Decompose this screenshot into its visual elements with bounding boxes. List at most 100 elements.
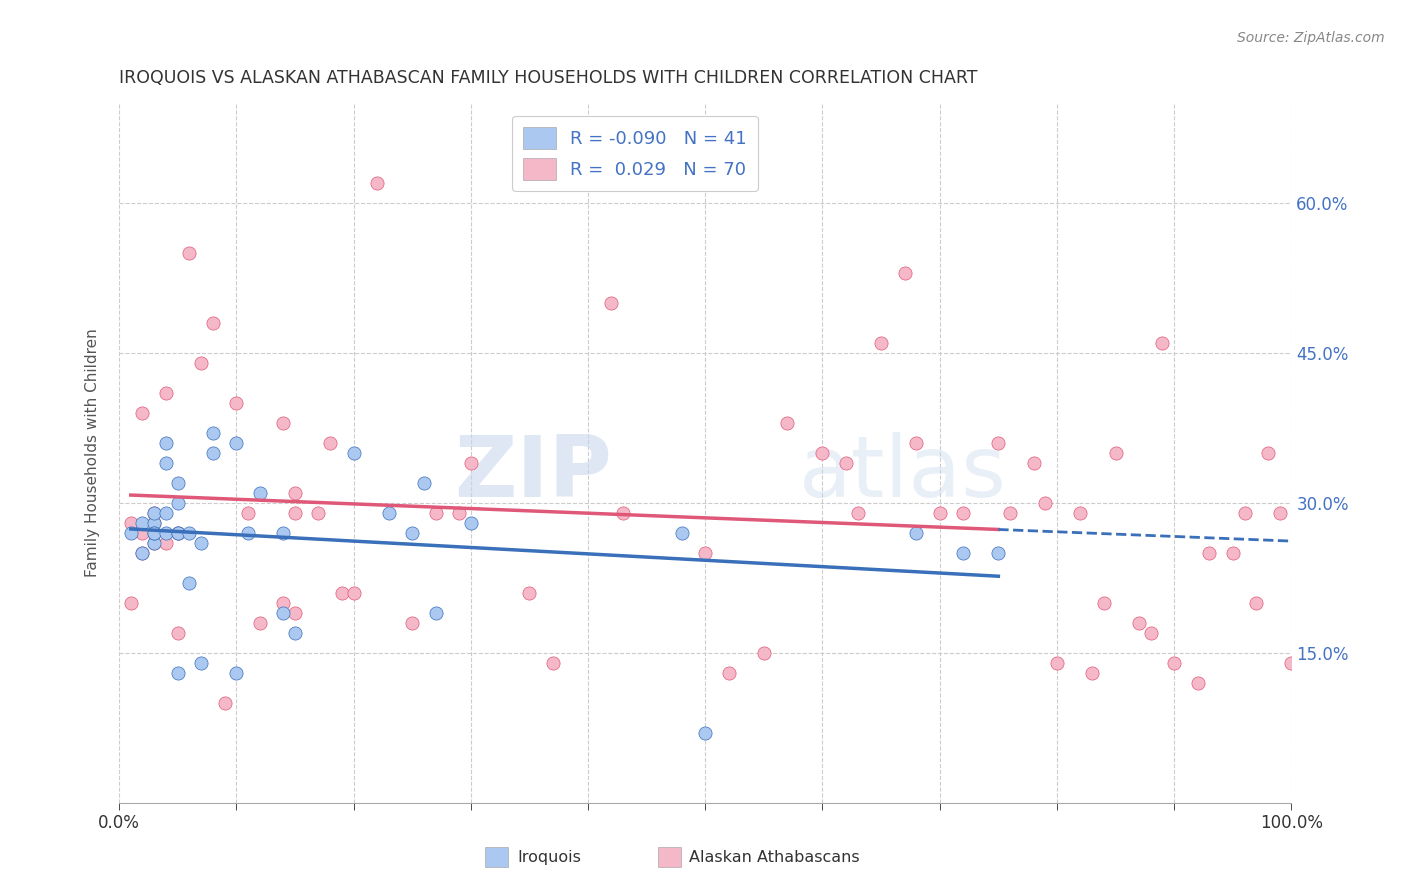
Point: [131, 516, 153, 530]
Point: [166, 496, 188, 510]
Point: [271, 525, 294, 540]
Text: ZIP: ZIP: [454, 433, 612, 516]
Point: [752, 646, 775, 660]
Point: [271, 596, 294, 610]
Point: [166, 525, 188, 540]
Point: [846, 506, 869, 520]
Point: [1222, 546, 1244, 560]
Point: [695, 546, 717, 560]
Point: [342, 586, 364, 600]
Point: [342, 446, 364, 460]
Point: [143, 536, 166, 550]
Point: [201, 425, 224, 440]
Text: atlas: atlas: [799, 433, 1007, 516]
Point: [600, 296, 623, 310]
Point: [249, 615, 271, 630]
Point: [131, 546, 153, 560]
Point: [143, 536, 166, 550]
Point: [893, 266, 915, 280]
Point: [131, 546, 153, 560]
Point: [236, 525, 259, 540]
Point: [271, 606, 294, 620]
Point: [987, 546, 1010, 560]
Point: [284, 625, 307, 640]
Point: [143, 516, 166, 530]
Point: [155, 386, 177, 401]
Point: [155, 536, 177, 550]
Point: [1033, 496, 1056, 510]
Point: [870, 336, 893, 351]
Point: [1163, 656, 1185, 670]
Point: [166, 475, 188, 490]
Point: [214, 696, 236, 710]
Point: [166, 625, 188, 640]
Point: [143, 506, 166, 520]
Point: [284, 486, 307, 500]
Point: [366, 176, 388, 190]
Point: [179, 575, 201, 590]
Point: [1233, 506, 1256, 520]
Point: [330, 586, 353, 600]
Point: [425, 606, 447, 620]
Point: [1104, 446, 1126, 460]
Point: [998, 506, 1021, 520]
Point: [120, 596, 142, 610]
Point: [225, 436, 247, 450]
Point: [401, 525, 423, 540]
Point: [1187, 675, 1209, 690]
Point: [460, 516, 482, 530]
Point: [541, 656, 564, 670]
Point: [120, 516, 142, 530]
Point: [190, 656, 212, 670]
Point: [179, 246, 201, 260]
Point: [284, 606, 307, 620]
Point: [143, 506, 166, 520]
Point: [1198, 546, 1220, 560]
Point: [155, 436, 177, 450]
Point: [155, 525, 177, 540]
Point: [612, 506, 634, 520]
Text: Alaskan Athabascans: Alaskan Athabascans: [689, 850, 859, 864]
Point: [811, 446, 834, 460]
Y-axis label: Family Households with Children: Family Households with Children: [86, 328, 100, 577]
Legend: R = -0.090   N = 41, R =  0.029   N = 70: R = -0.090 N = 41, R = 0.029 N = 70: [512, 116, 758, 191]
Point: [695, 725, 717, 739]
Point: [201, 316, 224, 330]
Point: [377, 506, 399, 520]
Point: [519, 586, 541, 600]
Point: [1092, 596, 1115, 610]
Text: Source: ZipAtlas.com: Source: ZipAtlas.com: [1237, 31, 1385, 45]
Point: [1069, 506, 1091, 520]
Point: [1139, 625, 1161, 640]
Point: [143, 516, 166, 530]
Point: [319, 436, 342, 450]
Point: [460, 456, 482, 470]
Point: [1257, 446, 1279, 460]
Point: [271, 416, 294, 430]
Point: [928, 506, 950, 520]
Text: Iroquois: Iroquois: [517, 850, 581, 864]
Point: [401, 615, 423, 630]
Point: [131, 525, 153, 540]
Point: [952, 506, 974, 520]
Point: [225, 396, 247, 410]
Point: [1152, 336, 1174, 351]
Point: [987, 436, 1010, 450]
Point: [284, 506, 307, 520]
Point: [155, 506, 177, 520]
Point: [425, 506, 447, 520]
Point: [236, 506, 259, 520]
Point: [166, 525, 188, 540]
Point: [447, 506, 470, 520]
Point: [1281, 656, 1303, 670]
Point: [1128, 615, 1150, 630]
Point: [835, 456, 858, 470]
Point: [412, 475, 434, 490]
Point: [225, 665, 247, 680]
Point: [905, 436, 928, 450]
Point: [1268, 506, 1291, 520]
Point: [307, 506, 329, 520]
Point: [249, 486, 271, 500]
Point: [1246, 596, 1268, 610]
Point: [179, 525, 201, 540]
